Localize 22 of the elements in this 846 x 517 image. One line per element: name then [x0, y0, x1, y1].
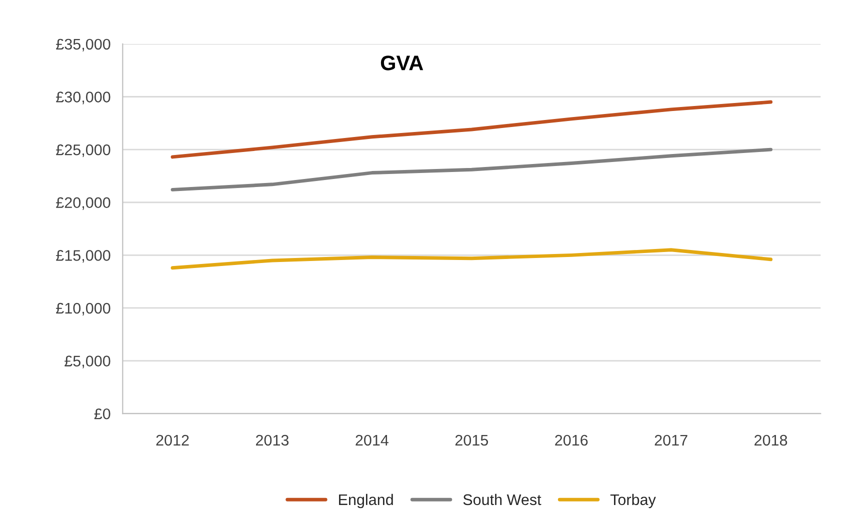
y-tick-label: £35,000: [56, 38, 110, 52]
line-series: [170, 148, 772, 192]
x-tick-label: 2017: [654, 434, 688, 446]
y-tick-label: £30,000: [56, 92, 110, 104]
x-tick-label: 2014: [356, 434, 388, 446]
x-tick-label: 2018: [754, 434, 788, 446]
x-tick-label: 2015: [455, 434, 488, 446]
legend-label: South West: [463, 494, 542, 506]
x-tick-label: 2012: [156, 434, 189, 446]
y-tick-label: £0: [94, 408, 110, 420]
x-tick-label: 2013: [256, 434, 289, 446]
x-tick-label: 2016: [555, 434, 588, 446]
y-tick-label: £10,000: [56, 302, 110, 316]
chart-title: GVA: [380, 56, 424, 70]
line-series: [170, 100, 772, 159]
line-series: [170, 248, 772, 270]
y-tick-label: £5,000: [64, 356, 110, 368]
y-tick-label: £25,000: [56, 144, 110, 158]
legend-label: Torbay: [610, 494, 656, 508]
y-tick-label: £15,000: [56, 250, 110, 263]
y-tick-label: £20,000: [56, 197, 110, 210]
legend-label: England: [339, 494, 393, 508]
